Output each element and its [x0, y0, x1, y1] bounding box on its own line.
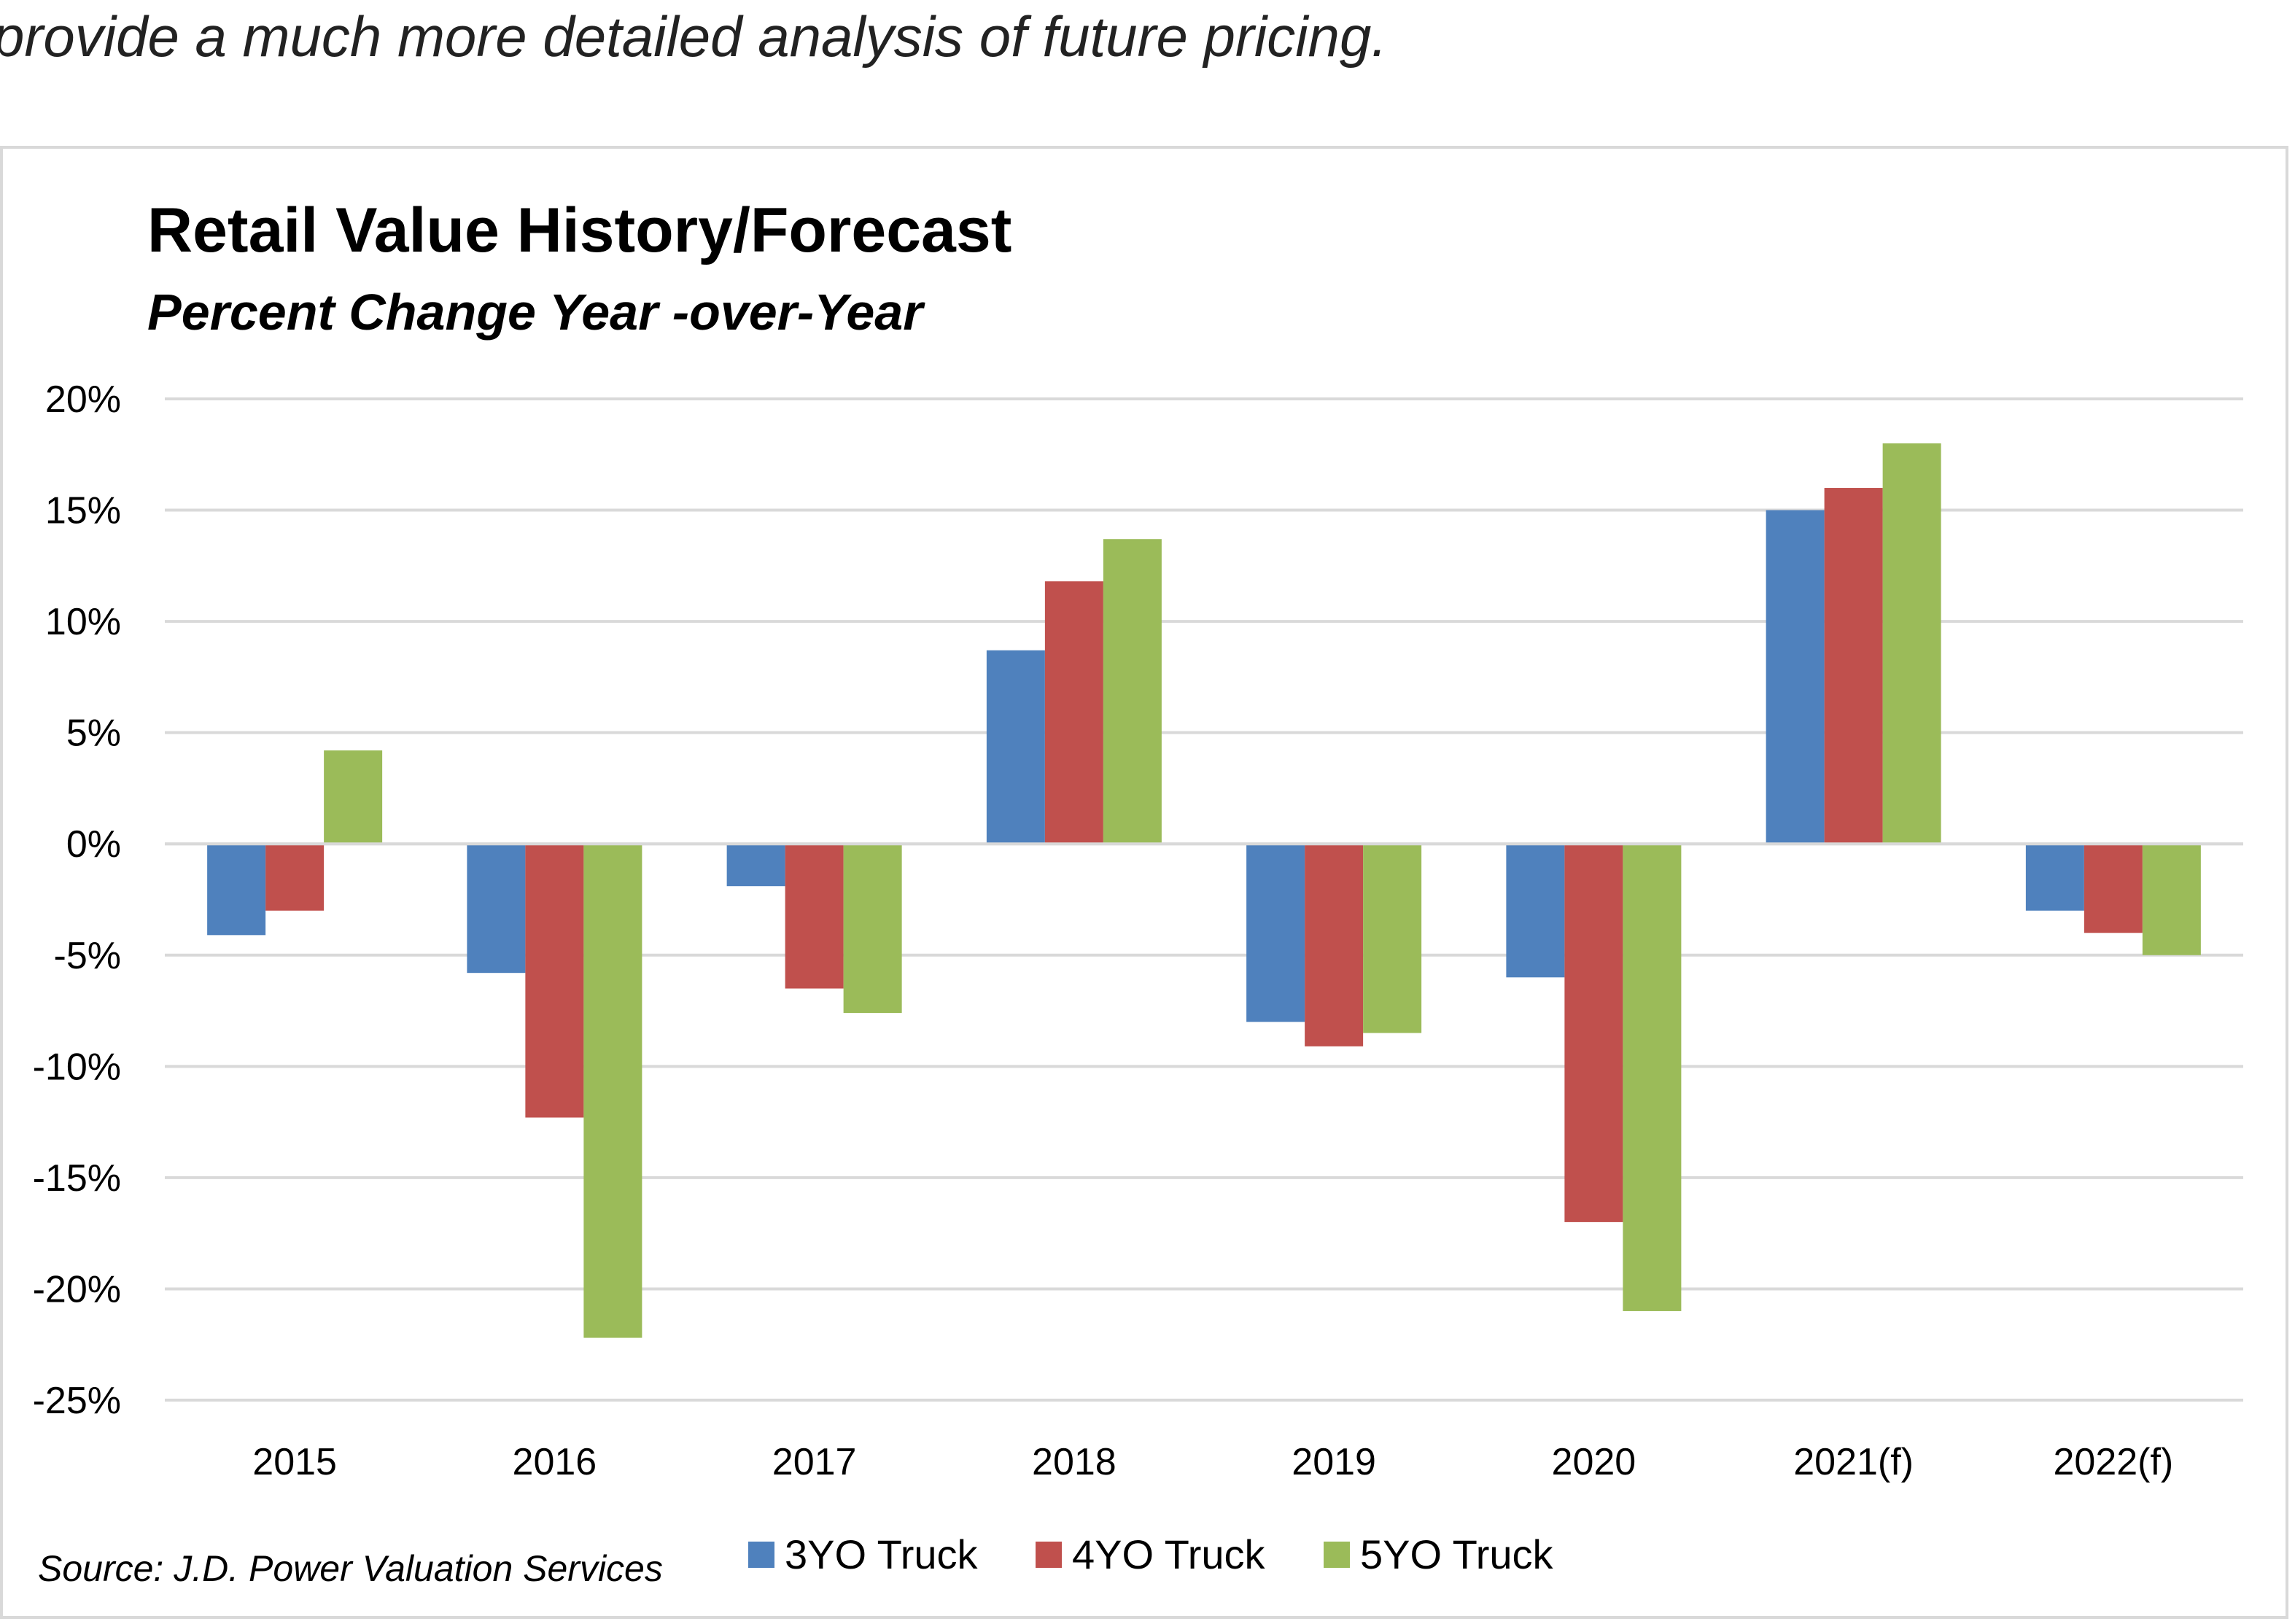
legend-swatch [1324, 1542, 1350, 1568]
bar-4yo-truck [525, 844, 584, 1118]
x-tick-label: 2020 [1552, 1441, 1636, 1483]
intro-paragraph-text: provide a much more detailed analysis of… [0, 4, 1387, 69]
y-tick-label: 5% [66, 712, 121, 755]
y-axis-ticks: 20% 15% 10% 5% 0% -5% -10% -15% -20% -25% [33, 378, 121, 1422]
legend: 3YO Truck 4YO Truck 5YO Truck [748, 1531, 1554, 1577]
legend-swatch [748, 1542, 774, 1568]
bar-5yo-truck [2142, 844, 2201, 955]
y-tick-label: 10% [45, 601, 121, 643]
bar-4yo-truck [1044, 581, 1103, 844]
bar-5yo-truck [843, 844, 902, 1014]
chart-frame [0, 146, 2288, 1619]
bar-3yo-truck [1506, 844, 1565, 978]
legend-swatch [1036, 1542, 1062, 1568]
bar-5yo-truck [1882, 443, 1941, 844]
bar-3yo-truck [986, 650, 1045, 844]
legend-label: 4YO Truck [1072, 1531, 1266, 1577]
chart-title: Retail Value History/Forecast [147, 195, 1011, 265]
legend-label: 3YO Truck [785, 1531, 979, 1577]
gridlines [165, 397, 2243, 1402]
x-tick-label: 2018 [1032, 1441, 1117, 1483]
bar-5yo-truck [324, 750, 383, 844]
bar-3yo-truck [467, 844, 526, 974]
bar-4yo-truck [1824, 488, 1883, 844]
y-tick-label: -5% [54, 935, 121, 977]
bar-5yo-truck [583, 844, 642, 1338]
bar-5yo-truck [1623, 844, 1682, 1311]
bar-3yo-truck [1766, 510, 1825, 844]
bar-4yo-truck [785, 844, 844, 989]
y-tick-label: -25% [33, 1380, 121, 1422]
x-tick-label: 2016 [513, 1441, 597, 1483]
x-tick-label: 2017 [772, 1441, 857, 1483]
x-tick-label: 2019 [1292, 1441, 1376, 1483]
y-tick-label: -15% [33, 1157, 121, 1200]
x-axis-ticks: 2015 2016 2017 2018 2019 2020 2021(f) 2022(f) [252, 1441, 2173, 1483]
y-tick-label: -10% [33, 1046, 121, 1088]
bar-5yo-truck [1363, 844, 1422, 1033]
bar-4yo-truck [265, 844, 325, 911]
y-tick-label: 20% [45, 378, 121, 421]
chart-subtitle: Percent Change Year -over-Year [147, 284, 925, 341]
bars [165, 443, 2243, 1338]
y-tick-label: 15% [45, 490, 121, 532]
bar-4yo-truck [2084, 844, 2143, 933]
bar-3yo-truck [726, 844, 785, 887]
bar-3yo-truck [207, 844, 266, 936]
legend-label: 5YO Truck [1360, 1531, 1554, 1577]
bar-3yo-truck [1246, 844, 1305, 1022]
source-note: Source: J.D. Power Valuation Services [38, 1548, 663, 1589]
y-tick-label: 0% [66, 823, 121, 866]
x-tick-label: 2021(f) [1793, 1441, 1914, 1483]
x-tick-label: 2015 [252, 1441, 337, 1483]
x-tick-label: 2022(f) [2053, 1441, 2173, 1483]
bar-5yo-truck [1103, 539, 1162, 844]
bar-4yo-truck [1564, 844, 1623, 1222]
bar-3yo-truck [2025, 844, 2084, 911]
y-tick-label: -20% [33, 1268, 121, 1310]
bar-4yo-truck [1305, 844, 1364, 1046]
